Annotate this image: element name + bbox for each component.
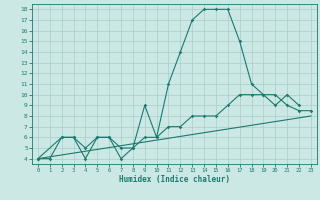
X-axis label: Humidex (Indice chaleur): Humidex (Indice chaleur)	[119, 175, 230, 184]
